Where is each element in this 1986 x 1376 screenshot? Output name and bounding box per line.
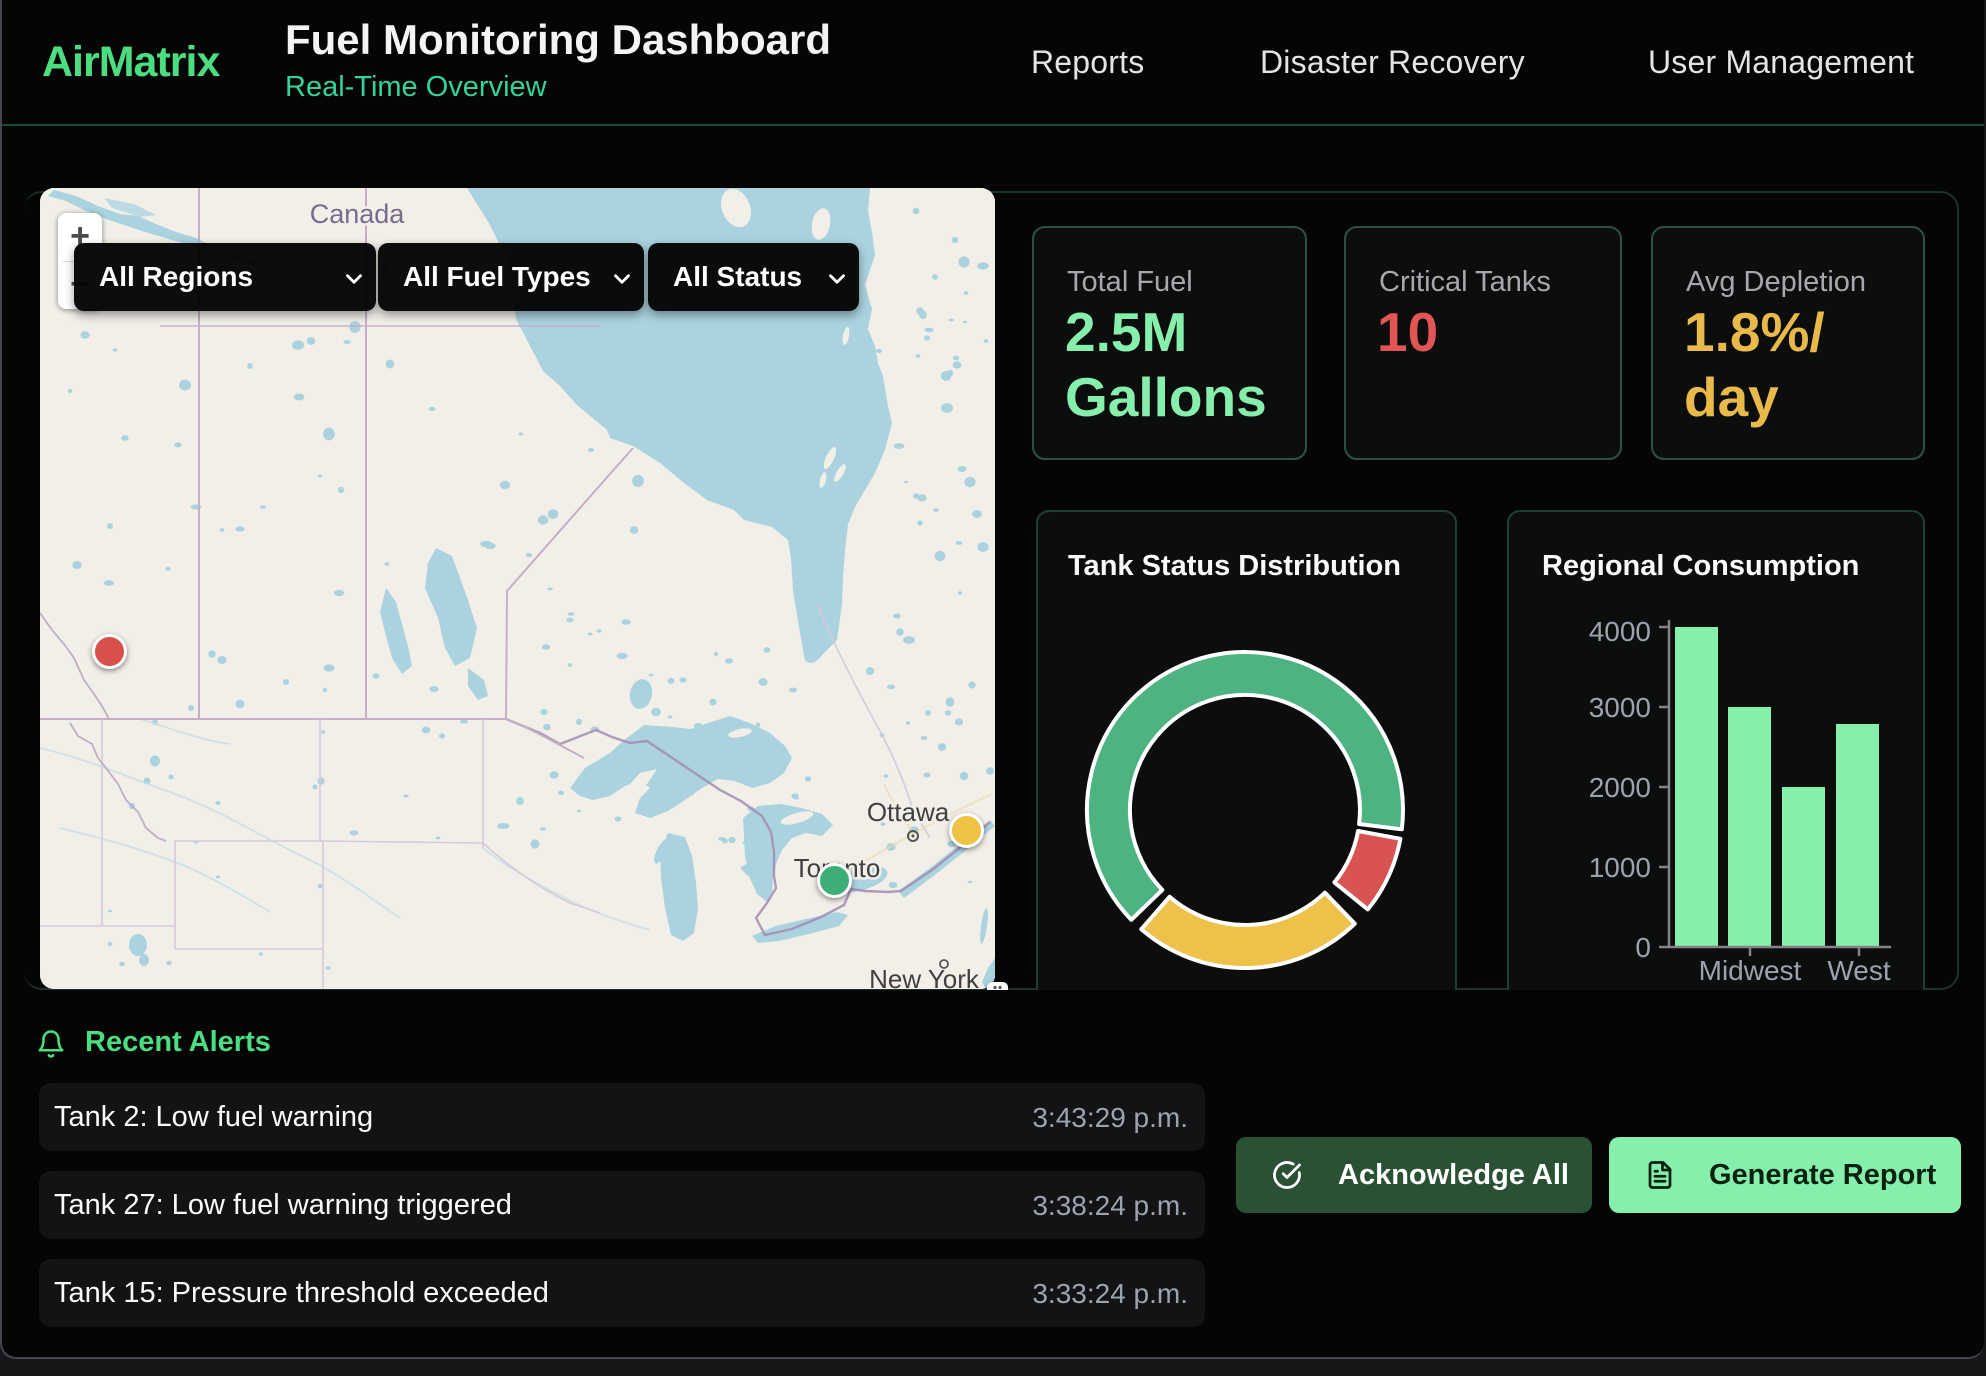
svg-text:West: West xyxy=(1827,955,1890,986)
svg-text:1000: 1000 xyxy=(1589,852,1651,883)
svg-text:Canada: Canada xyxy=(310,199,406,229)
svg-text:Ottawa: Ottawa xyxy=(867,797,950,827)
svg-text:0: 0 xyxy=(1635,932,1651,963)
svg-text:Midwest: Midwest xyxy=(1699,955,1802,986)
svg-text:3000: 3000 xyxy=(1589,692,1651,723)
svg-text:New York: New York xyxy=(869,964,980,989)
svg-text:4000: 4000 xyxy=(1589,616,1651,647)
svg-text:2000: 2000 xyxy=(1589,772,1651,803)
